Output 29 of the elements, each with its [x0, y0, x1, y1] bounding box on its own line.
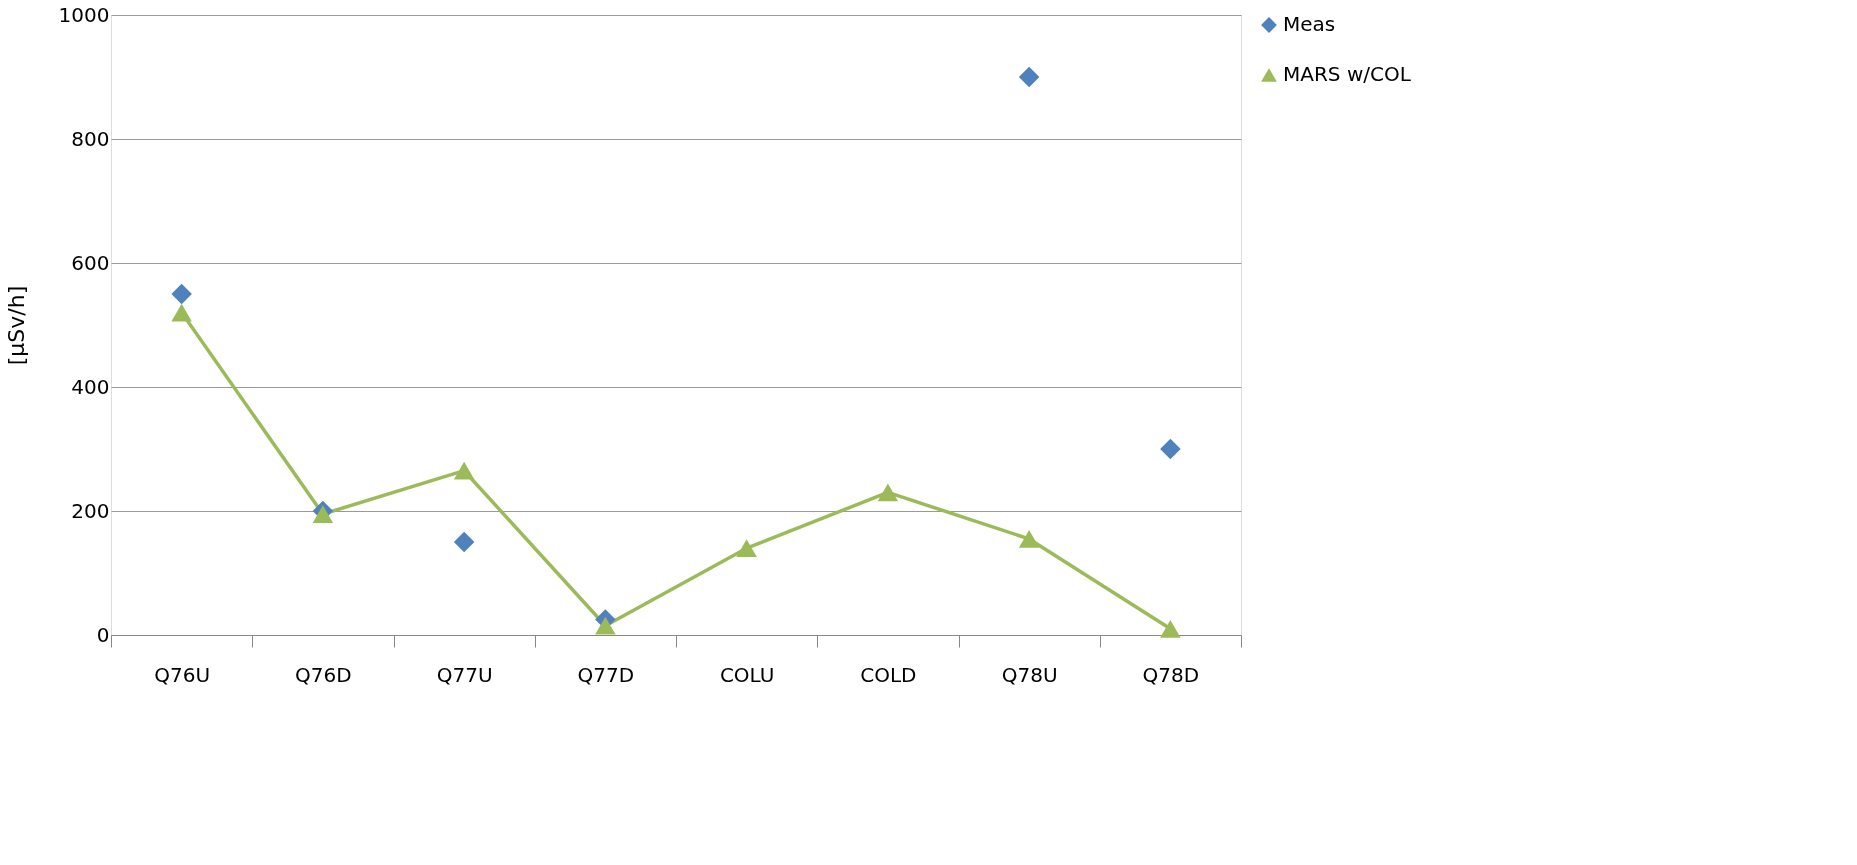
point: [171, 283, 192, 305]
point: [736, 539, 757, 558]
y-tick-label: 400: [71, 374, 110, 399]
y-tick-label: 0: [96, 622, 110, 647]
point: [1018, 66, 1040, 88]
x-tick-label: COLD: [860, 662, 917, 687]
point: [877, 483, 899, 502]
point: [1160, 438, 1181, 460]
y-tick-label: 600: [71, 250, 110, 275]
y-axis-title: [μSv/h]: [3, 285, 29, 366]
point: [453, 461, 475, 480]
point: [1018, 530, 1040, 548]
point: [1160, 619, 1181, 638]
legend-label: MARS w/COL: [1283, 62, 1412, 86]
point: [171, 303, 192, 322]
x-tick-label: Q78D: [1142, 662, 1200, 687]
x-tick-label: Q76D: [295, 662, 352, 687]
x-tick-label: Q77D: [577, 662, 635, 687]
y-tick-label: 1000: [58, 2, 110, 27]
x-tick-label: Q76U: [154, 662, 211, 687]
x-tick-label: Q78U: [1001, 662, 1058, 687]
point: [312, 505, 334, 523]
x-tick-label: COLU: [719, 662, 775, 687]
point: [595, 616, 616, 635]
point: [453, 531, 475, 553]
y-tick-label: 800: [71, 126, 110, 151]
x-tick-label: Q77U: [436, 662, 493, 687]
legend-label: Meas: [1283, 12, 1336, 36]
y-tick-label: 200: [71, 498, 110, 523]
